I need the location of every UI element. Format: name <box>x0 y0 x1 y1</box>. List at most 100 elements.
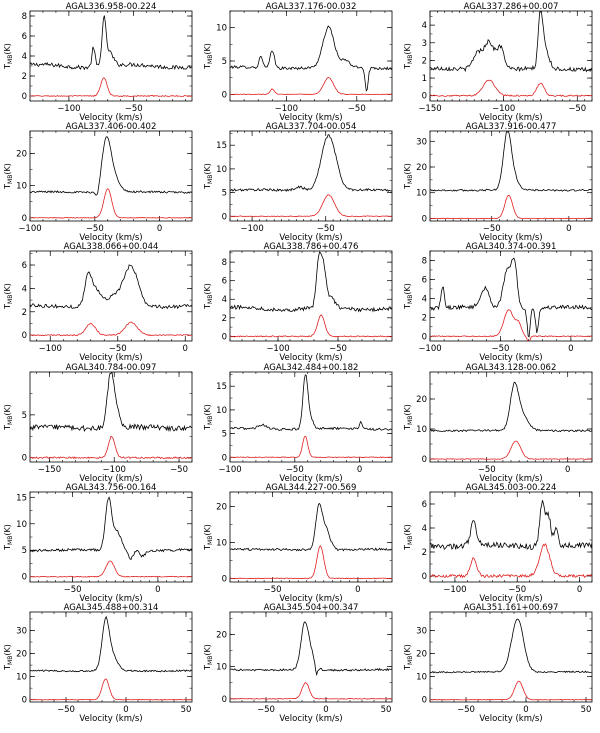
y-label-unit: (K) <box>3 524 12 536</box>
plot-frame <box>229 10 393 102</box>
panel-title: AGAL338.066+00.044 <box>64 242 159 252</box>
y-label-unit: (K) <box>203 43 212 55</box>
spectrum-line-red <box>30 435 192 460</box>
y-tick-label: 6 <box>422 275 427 285</box>
y-label-unit: (K) <box>403 644 412 656</box>
spectrum-line-red <box>230 681 392 700</box>
y-tick-label: 4 <box>22 284 27 294</box>
x-axis-label: Velocity (km/s) <box>479 474 542 484</box>
x-tick-label: 0 <box>357 465 362 475</box>
y-label-main: T <box>403 64 412 70</box>
y-label-subscript: MB <box>407 55 414 64</box>
x-tick-label: −100 <box>240 224 263 234</box>
y-tick-label: 4 <box>422 294 427 304</box>
spectrum-panel: AGAL351.161+00.697 −50 0 50 0 10 20 30 Velocity … <box>403 603 593 724</box>
spectrum-line-red <box>430 194 592 220</box>
spectrum-line-red <box>430 440 592 460</box>
y-tick-label: 0 <box>222 453 227 463</box>
y-tick-label: 8 <box>422 256 427 266</box>
y-label-subscript: MB <box>7 175 14 184</box>
y-tick-label: 10 <box>216 165 227 175</box>
x-tick-label: −50 <box>478 465 496 475</box>
spectrum-panel: AGAL345.488+00.314 −50 0 50 0 10 20 30 Velocity … <box>3 603 193 724</box>
y-tick-label: 0 <box>222 90 227 100</box>
spectrum-panel: AGAL338.786+00.476 −100 −50 0 2 4 6 8 Velocity (… <box>203 242 393 363</box>
x-tick-label: 0 <box>355 585 360 595</box>
spectrum-panel: AGAL337.704-00.054 −100 −50 0 5 10 15 Velocity … <box>203 122 393 243</box>
x-tick-label: −100 <box>218 465 241 475</box>
x-tick-label: −50 <box>491 344 509 354</box>
y-tick-label: 5 <box>22 411 27 421</box>
x-tick-label: −50 <box>86 224 104 234</box>
y-tick-label: 10 <box>16 520 27 530</box>
spectrum-panel: AGAL336.958-00.224 −100 −50 0 2 4 6 8 Velocity (… <box>3 2 193 123</box>
spectrum-panel: AGAL337.406-00.402 −100 −50 0 0 10 20 Velocity … <box>3 122 193 243</box>
x-tick-label: 50 <box>381 705 392 715</box>
spectrum-line-red <box>30 188 192 219</box>
y-label-subscript: MB <box>207 175 214 184</box>
y-label-unit: (K) <box>403 524 412 536</box>
panel-title: AGAL344.227-00.569 <box>266 483 357 493</box>
spectrum-line-red <box>230 76 392 96</box>
y-label-unit: (K) <box>203 524 212 536</box>
spectrum-line-red <box>30 77 192 97</box>
y-tick-label: 20 <box>416 650 427 660</box>
x-axis-label: Velocity (km/s) <box>279 233 342 243</box>
y-label-unit: (K) <box>3 404 12 416</box>
y-label-unit: (K) <box>3 644 12 656</box>
y-label-subscript: MB <box>407 175 414 184</box>
x-tick-label: 0 <box>566 224 571 234</box>
x-axis-label: Velocity (km/s) <box>279 714 342 724</box>
y-axis-label: TMB(K) <box>203 43 214 70</box>
panel-title: AGAL343.128-00.062 <box>466 363 557 373</box>
x-axis-label: Velocity (km/s) <box>279 474 342 484</box>
y-label-main: T <box>3 665 12 671</box>
panel-title: AGAL337.286+00.007 <box>464 2 559 12</box>
y-tick-label: 2 <box>22 308 27 318</box>
y-label-subscript: MB <box>407 295 414 304</box>
spectrum-line-black <box>30 615 192 673</box>
spectrum-line-black <box>430 11 592 73</box>
y-tick-label: 30 <box>16 626 27 636</box>
x-axis-label: Velocity (km/s) <box>479 353 542 363</box>
panel-title: AGAL337.704-00.054 <box>266 122 357 132</box>
plot-frame <box>29 250 193 342</box>
y-tick-label: 0 <box>22 696 27 706</box>
y-label-subscript: MB <box>7 656 14 665</box>
y-label-main: T <box>203 545 212 551</box>
y-axis-label: TMB(K) <box>203 644 214 671</box>
y-label-subscript: MB <box>7 55 14 64</box>
x-axis-label: Velocity (km/s) <box>79 714 142 724</box>
y-tick-label: 5 <box>222 430 227 440</box>
panel-title: AGAL345.488+00.314 <box>64 603 159 613</box>
y-tick-label: 2 <box>422 548 427 558</box>
x-tick-label: 0 <box>323 705 328 715</box>
plot-frame <box>429 611 593 703</box>
y-label-main: T <box>3 425 12 431</box>
y-tick-label: 10 <box>216 406 227 416</box>
y-label-subscript: MB <box>407 536 414 545</box>
panel-title: AGAL337.176-00.032 <box>266 2 357 12</box>
x-tick-label: −50 <box>125 104 143 114</box>
y-tick-label: 10 <box>16 673 27 683</box>
spectrum-line-red <box>30 321 192 337</box>
spectrum-line-black <box>230 134 392 193</box>
y-label-main: T <box>403 665 412 671</box>
spectrum-line-red <box>230 545 392 580</box>
y-tick-label: 6 <box>22 261 27 271</box>
x-axis-label: Velocity (km/s) <box>79 113 142 123</box>
y-label-main: T <box>3 545 12 551</box>
spectrum-line-black <box>30 372 192 433</box>
y-tick-label: 0 <box>22 454 27 464</box>
y-tick-label: 0 <box>222 212 227 222</box>
y-tick-label: 4 <box>22 52 27 62</box>
plot-frame <box>229 611 393 703</box>
spectrum-line-black <box>30 15 192 71</box>
x-tick-label: 0 <box>523 705 528 715</box>
x-tick-label: −50 <box>483 224 501 234</box>
spectrum-line-black <box>30 496 192 561</box>
y-tick-label: 10 <box>216 538 227 548</box>
y-tick-label: 10 <box>416 189 427 199</box>
spectrum-line-black <box>30 264 192 310</box>
